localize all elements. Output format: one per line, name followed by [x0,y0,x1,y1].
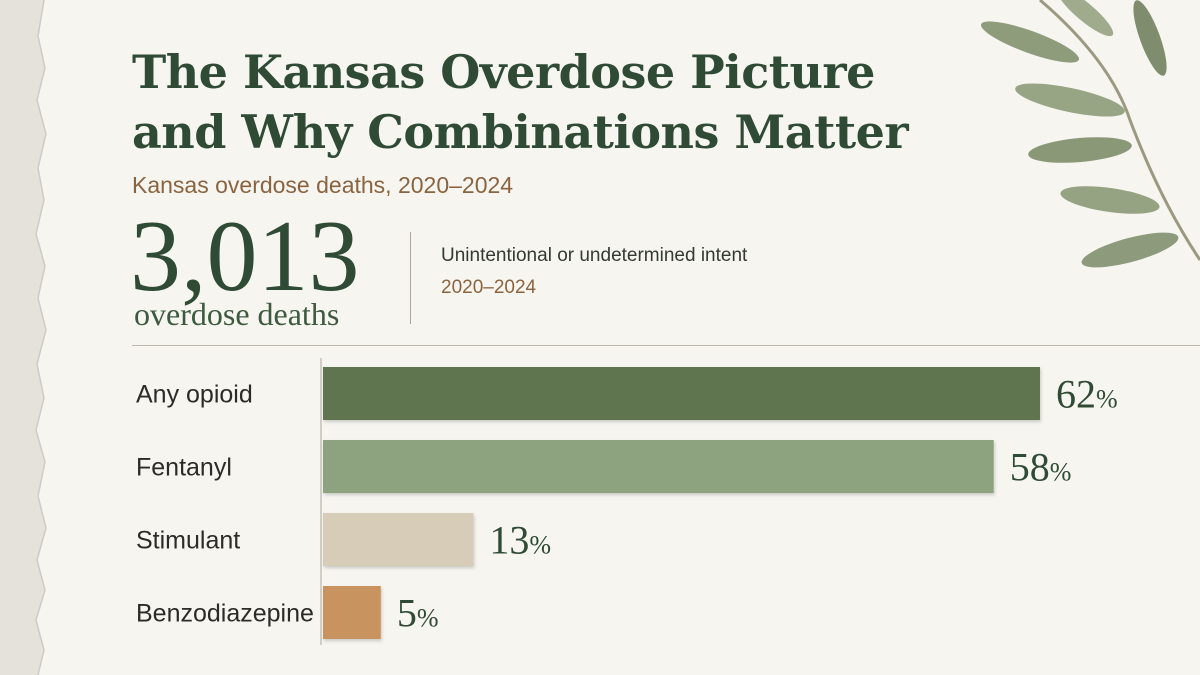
intent-note: Unintentional or undetermined intent [441,245,748,266]
title-line-1: The Kansas Overdose Picture [132,45,875,99]
bar-category-label: Fentanyl [136,454,232,482]
bar-category-label: Any opioid [136,381,253,409]
vertical-divider [410,232,411,324]
bar-value-label: 13% [489,518,551,563]
torn-paper-edge [0,0,47,675]
bar [323,367,1040,420]
bar [323,513,474,566]
period-note: 2020–2024 [441,277,537,298]
bar-value-label: 58% [1010,445,1072,490]
bar-value-label: 62% [1056,372,1118,417]
subtitle: Kansas overdose deaths, 2020–2024 [132,172,514,198]
total-deaths-label: overdose deaths [134,296,340,332]
bar [323,586,381,639]
bar [323,440,994,493]
olive-branch-decoration [980,0,1200,268]
page-title: The Kansas Overdose Picture and Why Comb… [132,42,909,162]
bar-category-label: Stimulant [136,527,240,555]
horizontal-divider [132,345,1200,346]
total-deaths-number: 3,013 [130,200,360,313]
bar-value-label: 5% [397,591,439,636]
title-line-2: and Why Combinations Matter [132,105,909,159]
bar-category-label: Benzodiazepine [136,600,314,628]
